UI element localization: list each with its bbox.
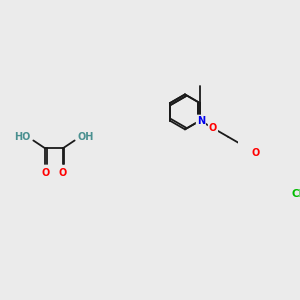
Text: O: O (209, 123, 217, 133)
Text: O: O (41, 168, 50, 178)
Text: O: O (252, 148, 260, 158)
Text: Cl: Cl (291, 189, 300, 199)
Text: HO: HO (14, 132, 30, 142)
Text: OH: OH (78, 132, 94, 142)
Text: N: N (197, 116, 205, 126)
Text: O: O (58, 168, 67, 178)
